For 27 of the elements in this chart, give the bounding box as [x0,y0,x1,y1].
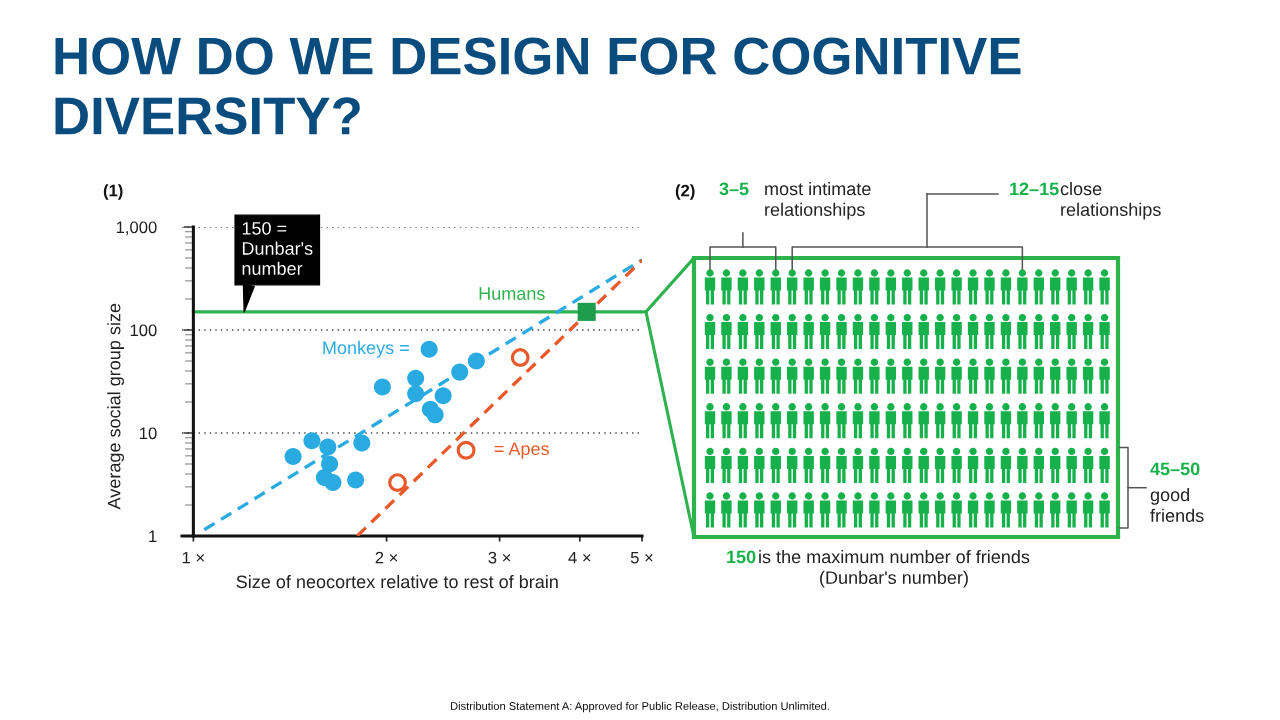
annotation: 150 = Dunbar's number [242,221,313,275]
x-tick-label: 4 × [568,551,591,564]
x-tick-label: 1 × [182,551,205,564]
series-label: Monkeys = [323,340,409,358]
chart-title: HOW DO WE DESIGN FOR COGNITIVE DIVERSITY? [55,37,1021,135]
y-tick-label: 100 [130,324,157,337]
text: good friends [1150,488,1204,523]
chart-subtitle: (1) [103,184,123,200]
text: 150 [727,550,756,564]
text: 45–50 [1150,462,1200,476]
text: 3–5 [719,182,749,196]
x-axis-title: Size of neocortex relative to rest of brain [236,574,558,589]
text: is the maximum number of friends (Dunbar's number) [759,550,1030,588]
text: 12–15 [1010,182,1059,196]
y-tick-label: 1 [149,530,157,543]
text: Distribution Statement A: Approved for Public Release, Distribution Unlimited. [451,701,829,713]
y-axis-title: Average social group size [107,303,125,510]
y-tick-label: 1,000 [116,221,157,236]
x-tick-label: 2 × [375,551,398,564]
ref-line-label: Humans [479,287,545,300]
text: close relationships [1060,182,1161,220]
text: most intimate relationships [765,182,871,220]
y-tick-label: 10 [140,427,157,440]
series-label: = Apes [494,442,549,459]
text: (2) [675,184,695,200]
x-tick-label: 3 × [488,551,511,564]
x-tick-label: 5 × [630,551,653,564]
